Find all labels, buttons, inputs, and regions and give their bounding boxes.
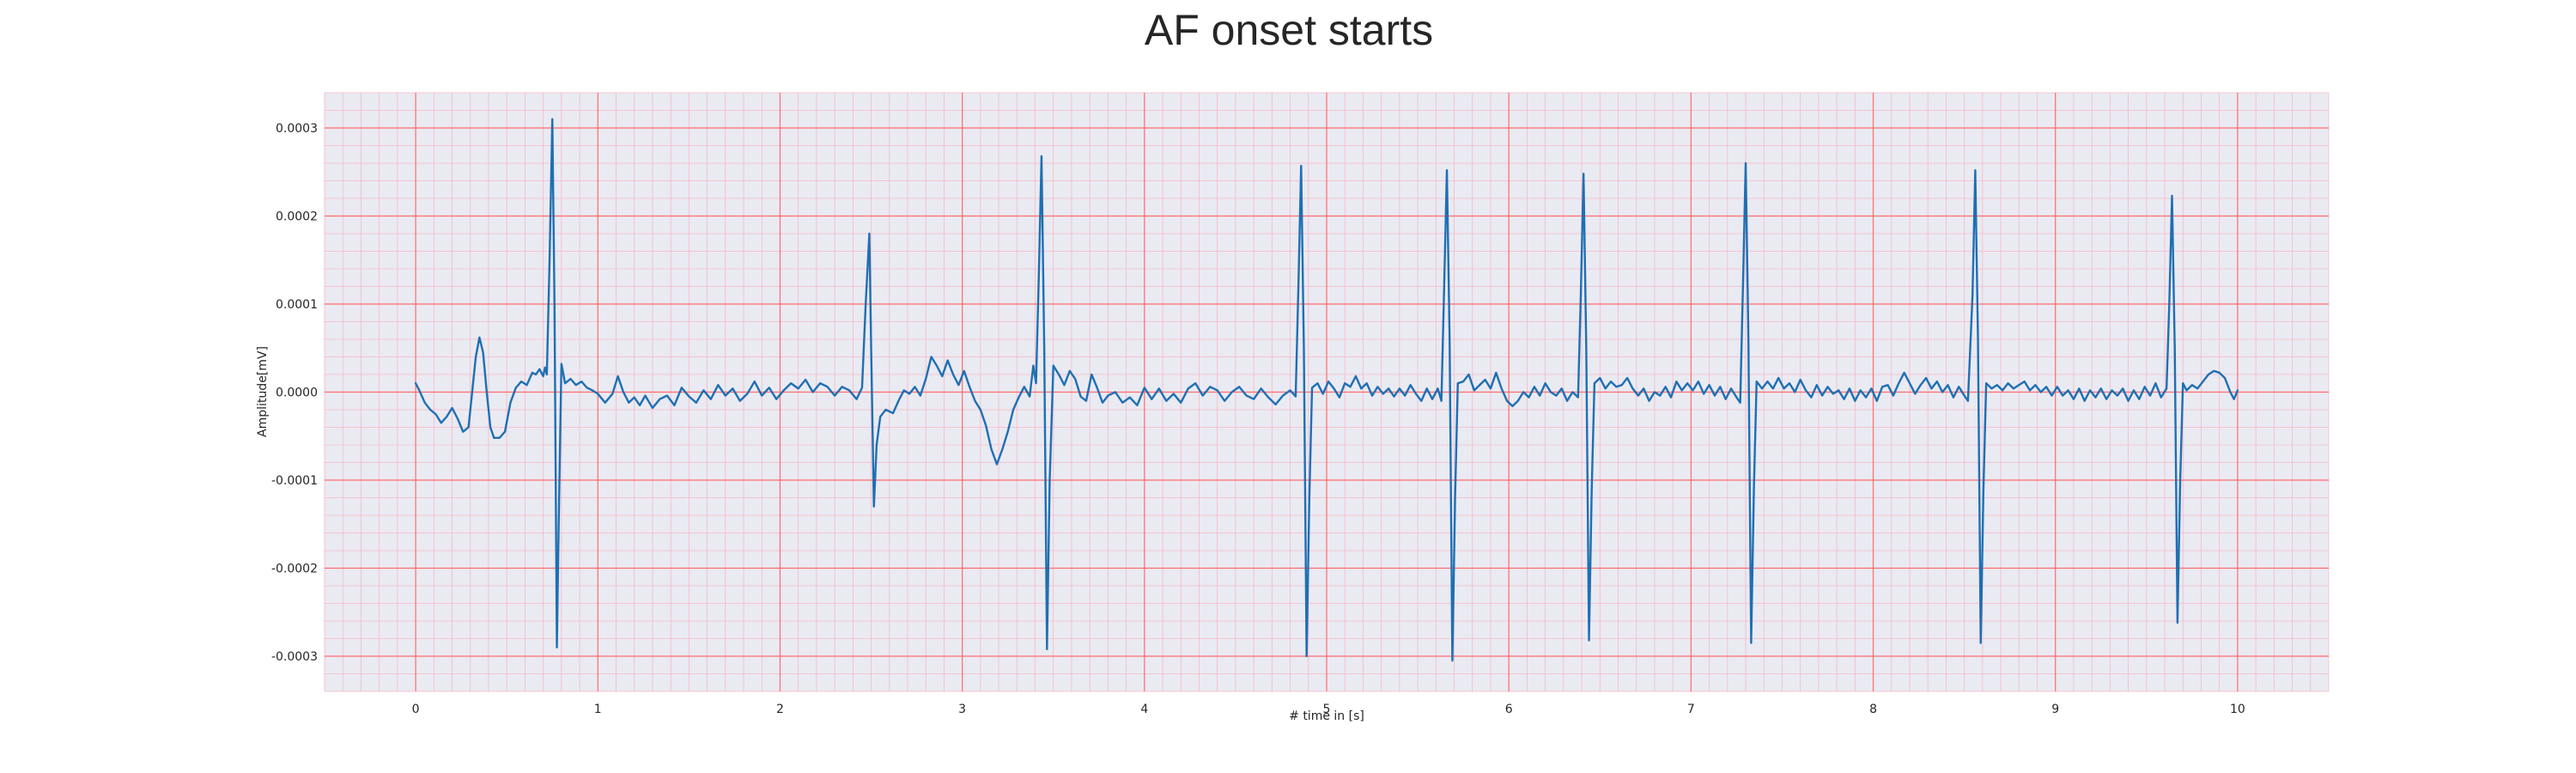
chart-title: AF onset starts [1145, 6, 1433, 54]
x-tick-label: 7 [1687, 703, 1695, 716]
x-tick-label: 9 [2051, 703, 2059, 716]
x-tick-label: 1 [594, 703, 602, 716]
y-tick-label: -0.0001 [271, 474, 318, 488]
y-tick-label: 0.0002 [276, 210, 318, 224]
x-tick-label: 4 [1140, 703, 1148, 716]
x-tick-labels: 0 1 2 3 4 5 6 7 8 9 10 [412, 703, 2245, 716]
y-axis-label: Amplitude[mV] [256, 346, 270, 437]
major-grid [325, 93, 2329, 691]
series-layer [414, 118, 2239, 662]
y-tick-label: 0.0001 [276, 298, 318, 312]
x-tick-label: 8 [1869, 703, 1877, 716]
ecg-signal-line [414, 118, 2239, 662]
x-tick-label: 2 [776, 703, 784, 716]
x-axis-label: # time in [s] [1289, 709, 1364, 723]
y-tick-label: 0.0003 [276, 122, 318, 136]
y-tick-labels: 0.0003 0.0002 0.0001 0.0000 -0.0001 -0.0002 -0… [271, 122, 318, 664]
y-tick-label: -0.0002 [271, 563, 318, 576]
x-tick-label: 3 [958, 703, 966, 716]
y-tick-label: -0.0003 [271, 650, 318, 664]
y-tick-label: 0.0000 [276, 386, 318, 400]
x-tick-label: 5 [1323, 703, 1331, 716]
x-tick-label: 0 [412, 703, 420, 716]
x-tick-label: 6 [1505, 703, 1513, 716]
x-tick-label: 10 [2230, 703, 2245, 716]
